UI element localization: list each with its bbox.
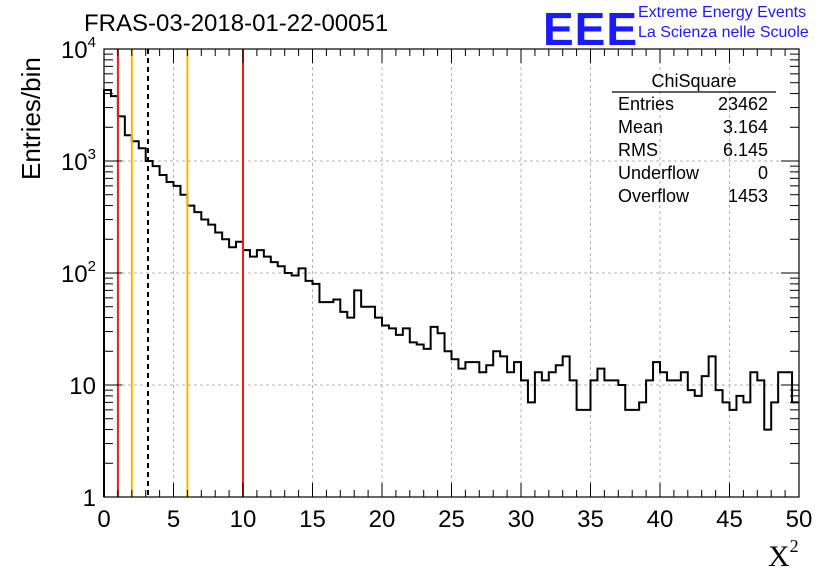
x-axis-label-symbol: X bbox=[768, 540, 790, 572]
marker-lines bbox=[116, 49, 244, 497]
eee-logo: EEE bbox=[543, 3, 639, 55]
axis-ticks bbox=[103, 49, 800, 498]
x-tick-label: 10 bbox=[230, 506, 257, 533]
stats-label-rms: RMS bbox=[618, 140, 658, 160]
x-tick-label: 20 bbox=[369, 506, 396, 533]
stats-title: ChiSquare bbox=[651, 71, 736, 91]
y-tick-labels: 1 10 102 103 104 bbox=[61, 34, 96, 512]
y-tick-label: 104 bbox=[61, 34, 96, 64]
stats-value-mean: 3.164 bbox=[723, 117, 768, 137]
logo-tagline-1: Extreme Energy Events bbox=[638, 4, 807, 21]
histogram-series bbox=[103, 89, 799, 497]
x-tick-label: 25 bbox=[438, 506, 465, 533]
stats-label-overflow: Overflow bbox=[618, 186, 690, 206]
x-axis-label-superscript: 2 bbox=[790, 536, 799, 556]
x-tick-label: 45 bbox=[716, 506, 743, 533]
x-tick-label: 5 bbox=[167, 506, 180, 533]
y-tick-label: 102 bbox=[61, 258, 96, 288]
y-tick-label: 103 bbox=[61, 146, 96, 176]
x-tick-label: 30 bbox=[508, 506, 535, 533]
stats-label-entries: Entries bbox=[618, 94, 674, 114]
logo-tagline-2: La Scienza nelle Scuole bbox=[638, 24, 809, 41]
stats-box: ChiSquare Entries 23462 Mean 3.164 RMS 6… bbox=[612, 71, 776, 206]
histogram bbox=[103, 89, 799, 497]
stats-label-mean: Mean bbox=[618, 117, 663, 137]
y-tick-label: 1 bbox=[83, 485, 96, 512]
stats-value-rms: 6.145 bbox=[723, 140, 768, 160]
x-axis-label: X2 bbox=[768, 536, 799, 572]
x-tick-label: 50 bbox=[786, 506, 813, 533]
y-axis-label: Entries/bin bbox=[16, 57, 46, 180]
x-tick-label: 15 bbox=[299, 506, 326, 533]
grid bbox=[104, 49, 799, 497]
stats-label-underflow: Underflow bbox=[618, 163, 700, 183]
x-tick-label: 0 bbox=[97, 506, 110, 533]
stats-value-overflow: 1453 bbox=[728, 186, 768, 206]
x-tick-label: 40 bbox=[647, 506, 674, 533]
stats-value-entries: 23462 bbox=[718, 94, 768, 114]
stats-value-underflow: 0 bbox=[758, 163, 768, 183]
y-tick-label: 10 bbox=[69, 373, 96, 400]
x-tick-labels: 0 5 10 15 20 25 30 35 40 45 50 bbox=[97, 506, 812, 533]
x-tick-label: 35 bbox=[577, 506, 604, 533]
run-title: FRAS-03-2018-01-22-00051 bbox=[84, 10, 389, 37]
